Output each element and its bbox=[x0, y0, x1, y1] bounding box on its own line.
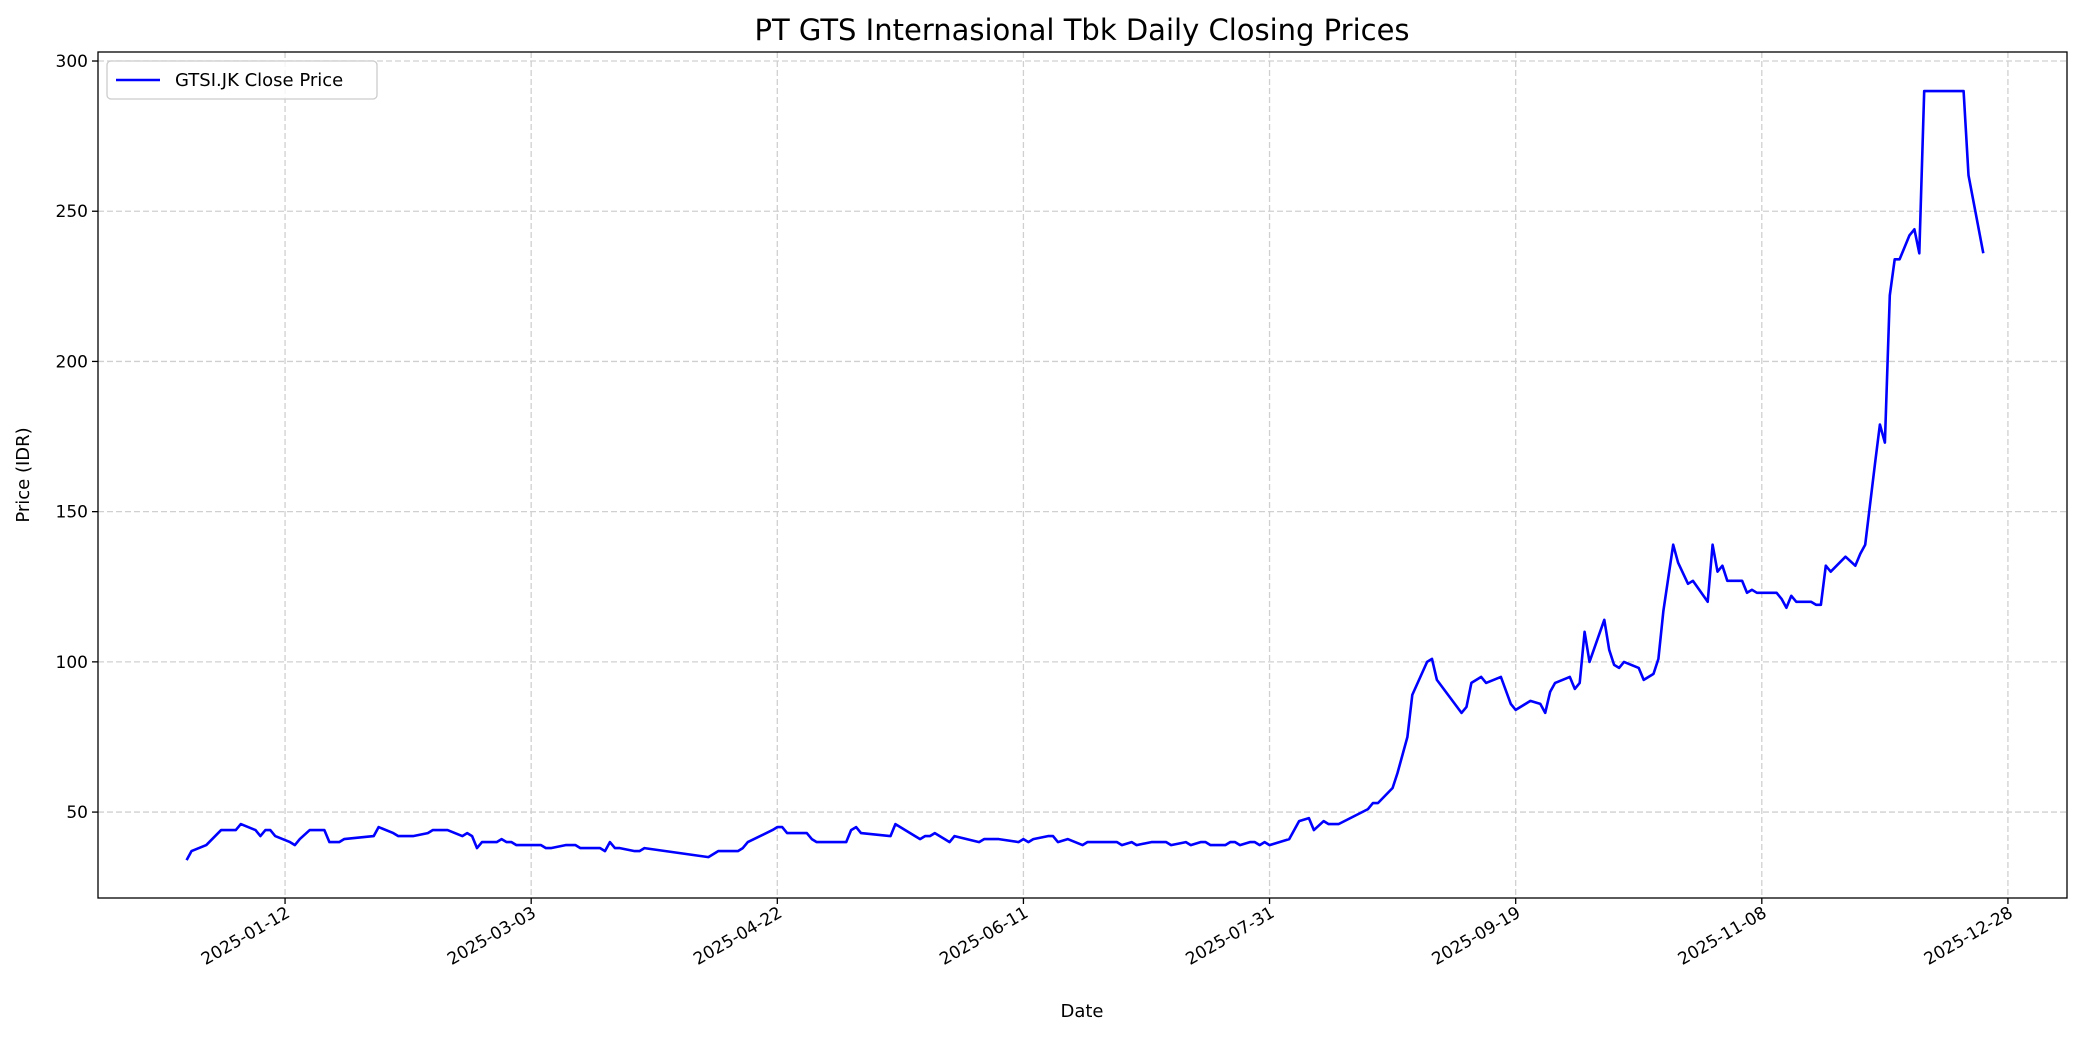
legend-label: GTSI.JK Close Price bbox=[175, 70, 343, 91]
y-tick-label: 50 bbox=[66, 803, 88, 823]
x-tick-label: 2025-09-19 bbox=[1429, 903, 1525, 970]
y-axis-label: Price (IDR) bbox=[13, 427, 34, 522]
y-tick-label: 150 bbox=[56, 503, 88, 523]
legend: GTSI.JK Close Price bbox=[106, 60, 378, 100]
y-tick-label: 300 bbox=[56, 52, 88, 72]
series-layer bbox=[185, 89, 1985, 861]
y-tick-label: 200 bbox=[56, 352, 88, 372]
x-tick-label: 2025-01-12 bbox=[198, 903, 294, 970]
x-axis-label: Date bbox=[1060, 1001, 1103, 1022]
y-tick-label: 250 bbox=[56, 202, 88, 222]
y-tick-label: 100 bbox=[56, 653, 88, 673]
x-axis-ticks: 2025-01-12 2025-03-03 2025-04-22 2025-06-11… bbox=[198, 898, 2016, 970]
x-tick-label: 2025-04-22 bbox=[690, 903, 786, 970]
plot-frame bbox=[97, 51, 2068, 899]
chart-title: PT GTS Internasional Tbk Daily Closing P… bbox=[754, 13, 1409, 47]
legend-box bbox=[106, 60, 378, 100]
grid-lines bbox=[98, 52, 2067, 898]
x-tick-label: 2025-03-03 bbox=[444, 903, 540, 970]
x-tick-label: 2025-07-31 bbox=[1182, 903, 1278, 970]
x-tick-label: 2025-06-11 bbox=[936, 903, 1032, 970]
series-line-gtsi-close bbox=[185, 89, 1985, 861]
x-tick-label: 2025-12-28 bbox=[1921, 903, 2017, 970]
x-tick-label: 2025-11-08 bbox=[1675, 903, 1771, 970]
y-axis-ticks: 50 100 150 200 250 300 bbox=[56, 52, 98, 823]
